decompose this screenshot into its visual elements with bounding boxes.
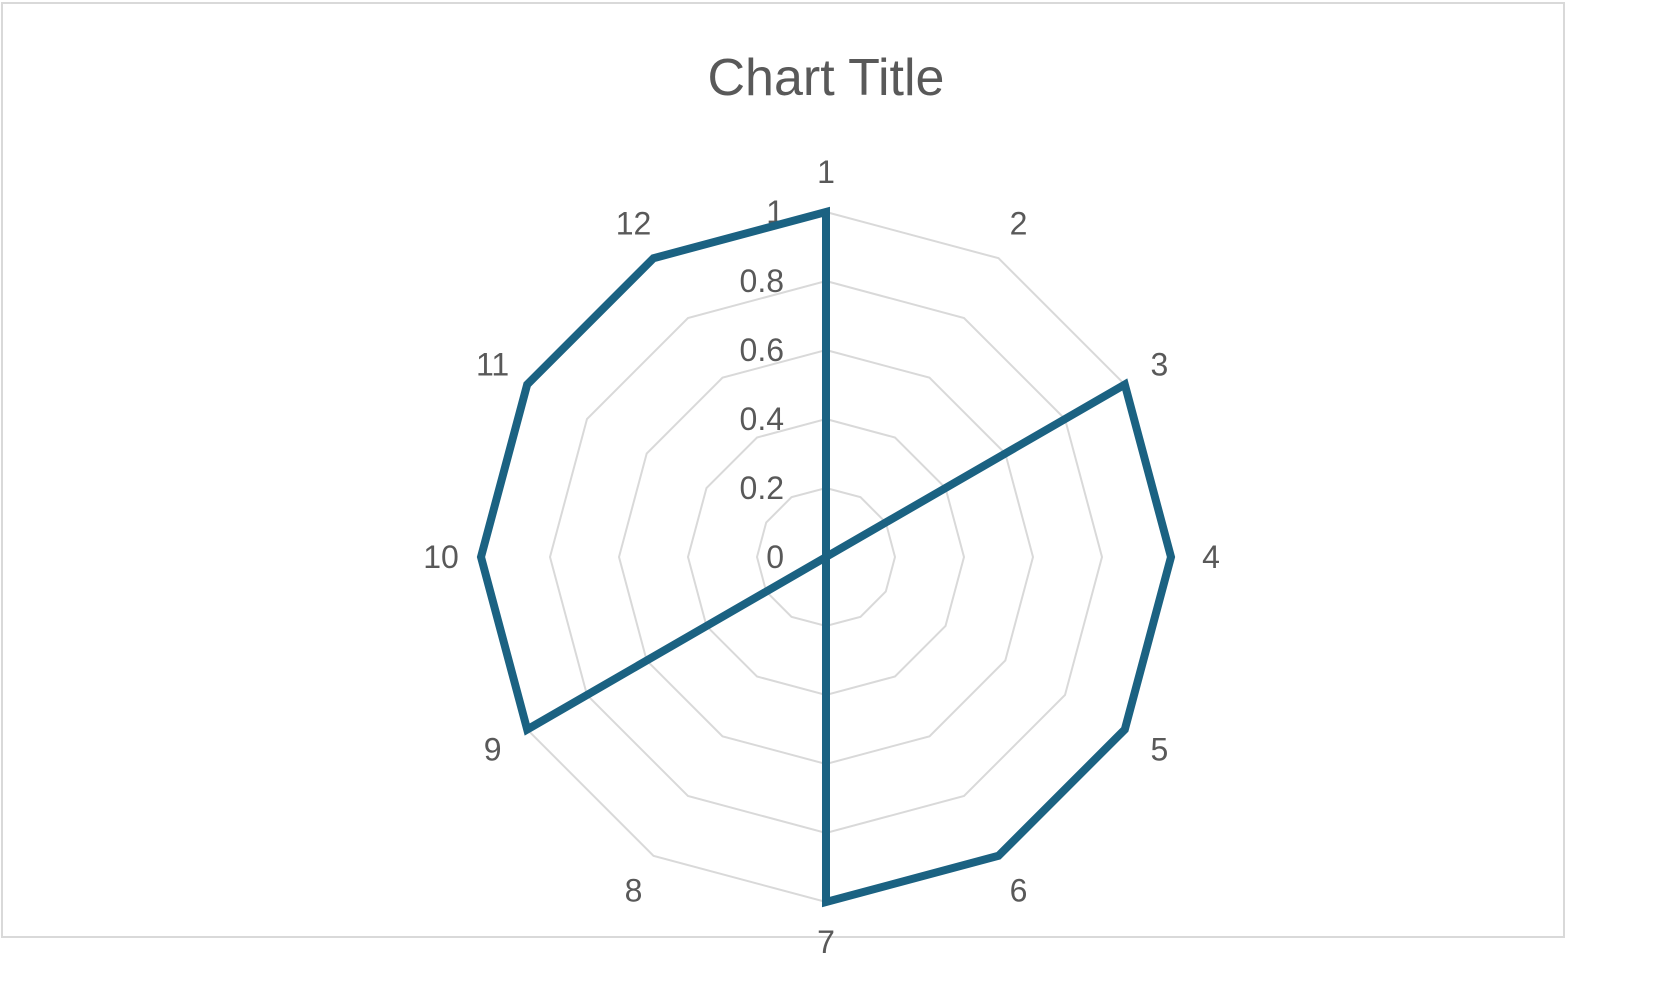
category-label: 7: [817, 924, 835, 960]
category-label: 11: [476, 347, 509, 383]
radial-tick-label: 0.8: [740, 263, 784, 299]
category-label: 4: [1202, 539, 1220, 575]
category-label: 9: [484, 732, 502, 768]
category-label: 12: [616, 206, 652, 242]
category-label: 8: [625, 872, 643, 908]
series-group: [476, 206, 1176, 908]
category-label: 6: [1010, 872, 1028, 908]
category-label: 5: [1151, 732, 1169, 768]
radial-tick-label: 0.6: [740, 332, 784, 368]
radial-tick-labels: 00.20.40.60.81: [740, 194, 784, 575]
radial-tick-label: 0: [766, 539, 784, 575]
category-label: 10: [423, 539, 459, 575]
radial-tick-label: 0.4: [740, 401, 784, 437]
chart-title: Chart Title: [708, 49, 945, 107]
category-label: 3: [1151, 347, 1169, 383]
category-label: 2: [1010, 206, 1028, 242]
category-label: 1: [817, 154, 835, 190]
radial-tick-label: 0.2: [740, 470, 784, 506]
chart-frame: [1, 2, 1565, 938]
